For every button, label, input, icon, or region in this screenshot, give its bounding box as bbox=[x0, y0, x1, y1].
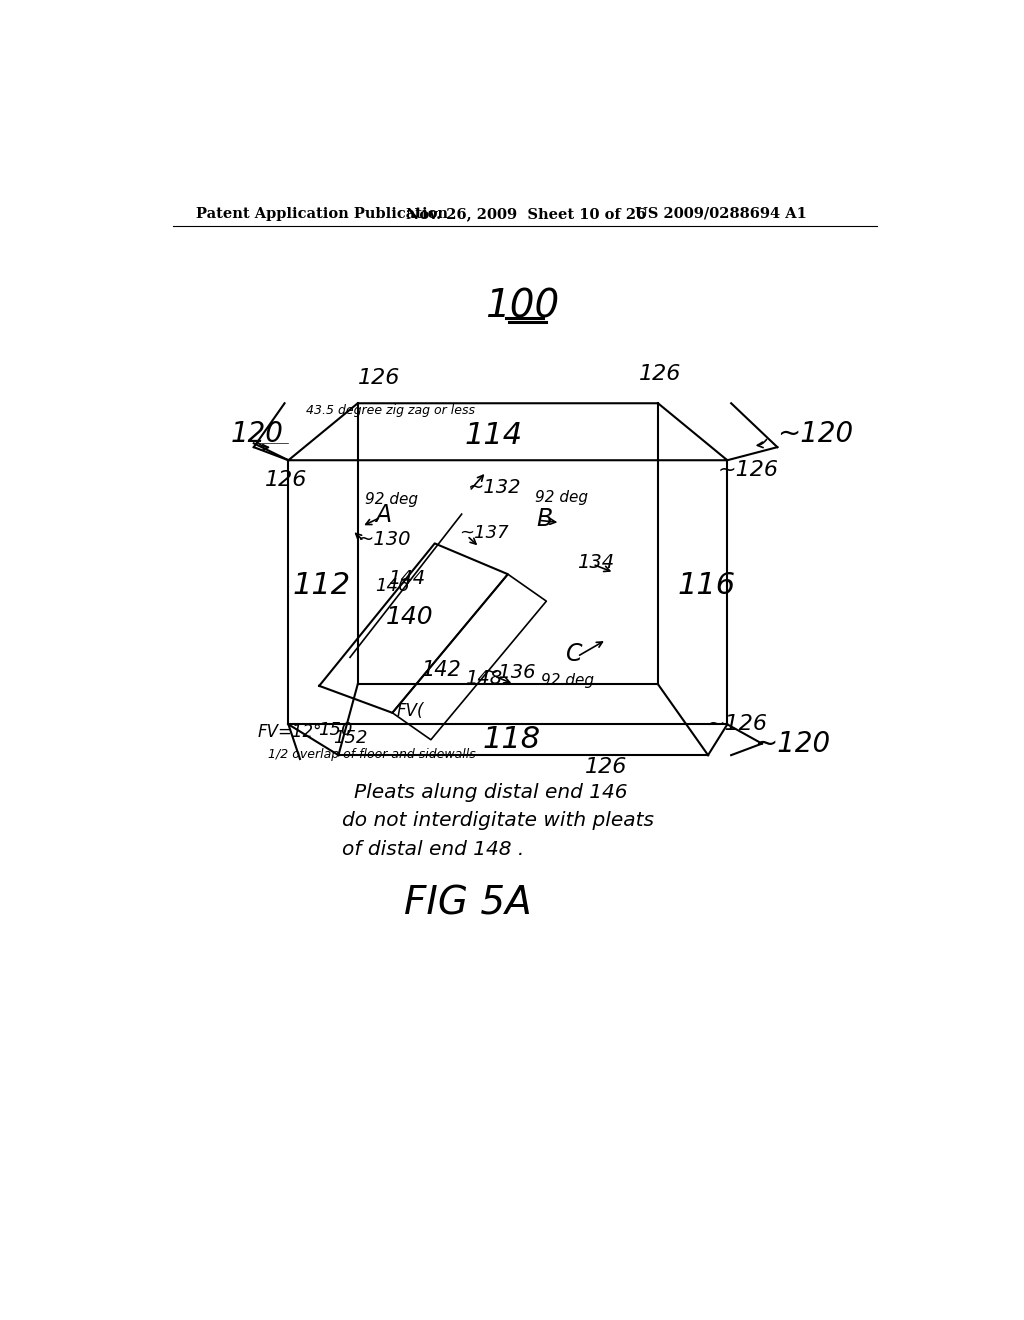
Text: 134: 134 bbox=[578, 553, 614, 572]
Text: 140: 140 bbox=[386, 605, 434, 628]
Text: 126: 126 bbox=[357, 368, 400, 388]
Text: 92 deg: 92 deg bbox=[535, 490, 588, 504]
Text: do not interdigitate with pleats: do not interdigitate with pleats bbox=[342, 810, 654, 830]
Text: 120: 120 bbox=[230, 420, 284, 447]
Text: of distal end 148 .: of distal end 148 . bbox=[342, 840, 524, 858]
Text: 43.5 degree zig zag or less: 43.5 degree zig zag or less bbox=[306, 404, 475, 417]
Text: 118: 118 bbox=[482, 725, 541, 754]
Text: Pleats alung distal end 146: Pleats alung distal end 146 bbox=[354, 783, 628, 801]
Text: US 2009/0288694 A1: US 2009/0288694 A1 bbox=[635, 207, 807, 220]
Text: ~126: ~126 bbox=[718, 461, 779, 480]
Text: 144: 144 bbox=[388, 569, 426, 587]
Text: 1/2 overlap of floor and sidewalls: 1/2 overlap of floor and sidewalls bbox=[267, 748, 475, 760]
Text: 112: 112 bbox=[293, 572, 350, 601]
Text: 100: 100 bbox=[484, 288, 559, 325]
Text: 150: 150 bbox=[317, 721, 352, 739]
Text: 146: 146 bbox=[375, 577, 410, 595]
Text: 142: 142 bbox=[422, 660, 462, 680]
Text: A: A bbox=[376, 503, 391, 527]
Text: 92 deg: 92 deg bbox=[541, 673, 594, 688]
Text: 116: 116 bbox=[678, 572, 735, 601]
Text: 148: 148 bbox=[466, 669, 503, 688]
Text: FIG 5A: FIG 5A bbox=[403, 884, 531, 923]
Text: 152: 152 bbox=[333, 729, 368, 747]
Text: FV=12°: FV=12° bbox=[258, 723, 323, 741]
Text: Nov. 26, 2009  Sheet 10 of 26: Nov. 26, 2009 Sheet 10 of 26 bbox=[407, 207, 646, 220]
Text: 92 deg: 92 deg bbox=[366, 492, 419, 507]
Text: ~132: ~132 bbox=[468, 478, 521, 498]
Text: 126: 126 bbox=[585, 756, 628, 776]
Text: ~126: ~126 bbox=[707, 714, 768, 734]
Text: 126: 126 bbox=[639, 364, 681, 384]
Text: B: B bbox=[537, 507, 553, 531]
Text: ~120: ~120 bbox=[755, 730, 830, 758]
Text: ~137: ~137 bbox=[460, 524, 509, 543]
Text: ~136: ~136 bbox=[482, 663, 536, 682]
Text: FV(: FV( bbox=[396, 702, 424, 721]
Text: ~120: ~120 bbox=[777, 420, 853, 447]
Text: 126: 126 bbox=[265, 470, 307, 490]
Text: C: C bbox=[565, 642, 582, 665]
Text: 114: 114 bbox=[465, 421, 523, 450]
Text: Patent Application Publication: Patent Application Publication bbox=[196, 207, 449, 220]
Text: ~130: ~130 bbox=[357, 531, 412, 549]
